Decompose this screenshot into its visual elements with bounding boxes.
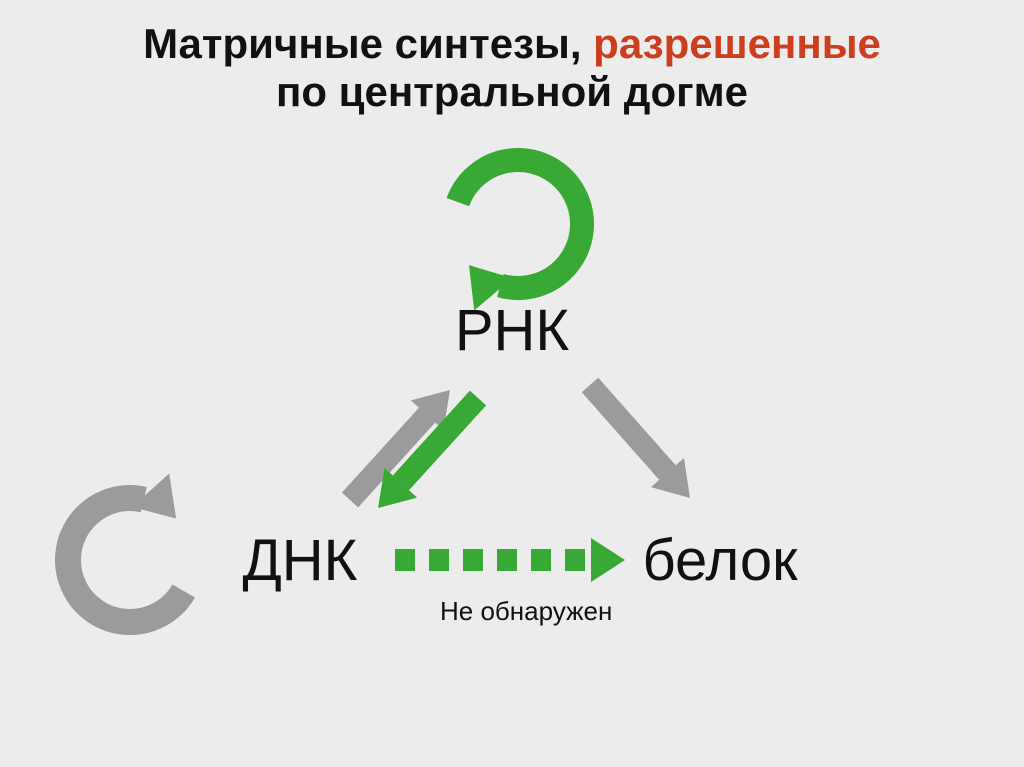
node-dna: ДНК — [243, 527, 358, 594]
caption-not-found: Не обнаружен — [440, 596, 612, 627]
title-part-2: по центральной догме — [276, 68, 748, 115]
node-rna: РНК — [455, 297, 569, 364]
node-protein: белок — [642, 527, 797, 594]
page-title: Матричные синтезы, разрешенные по центра… — [0, 20, 1024, 117]
stage: Матричные синтезы, разрешенные по центра… — [0, 0, 1024, 767]
title-part-1: Матричные синтезы, — [143, 20, 593, 67]
title-part-red: разрешенные — [593, 20, 881, 67]
